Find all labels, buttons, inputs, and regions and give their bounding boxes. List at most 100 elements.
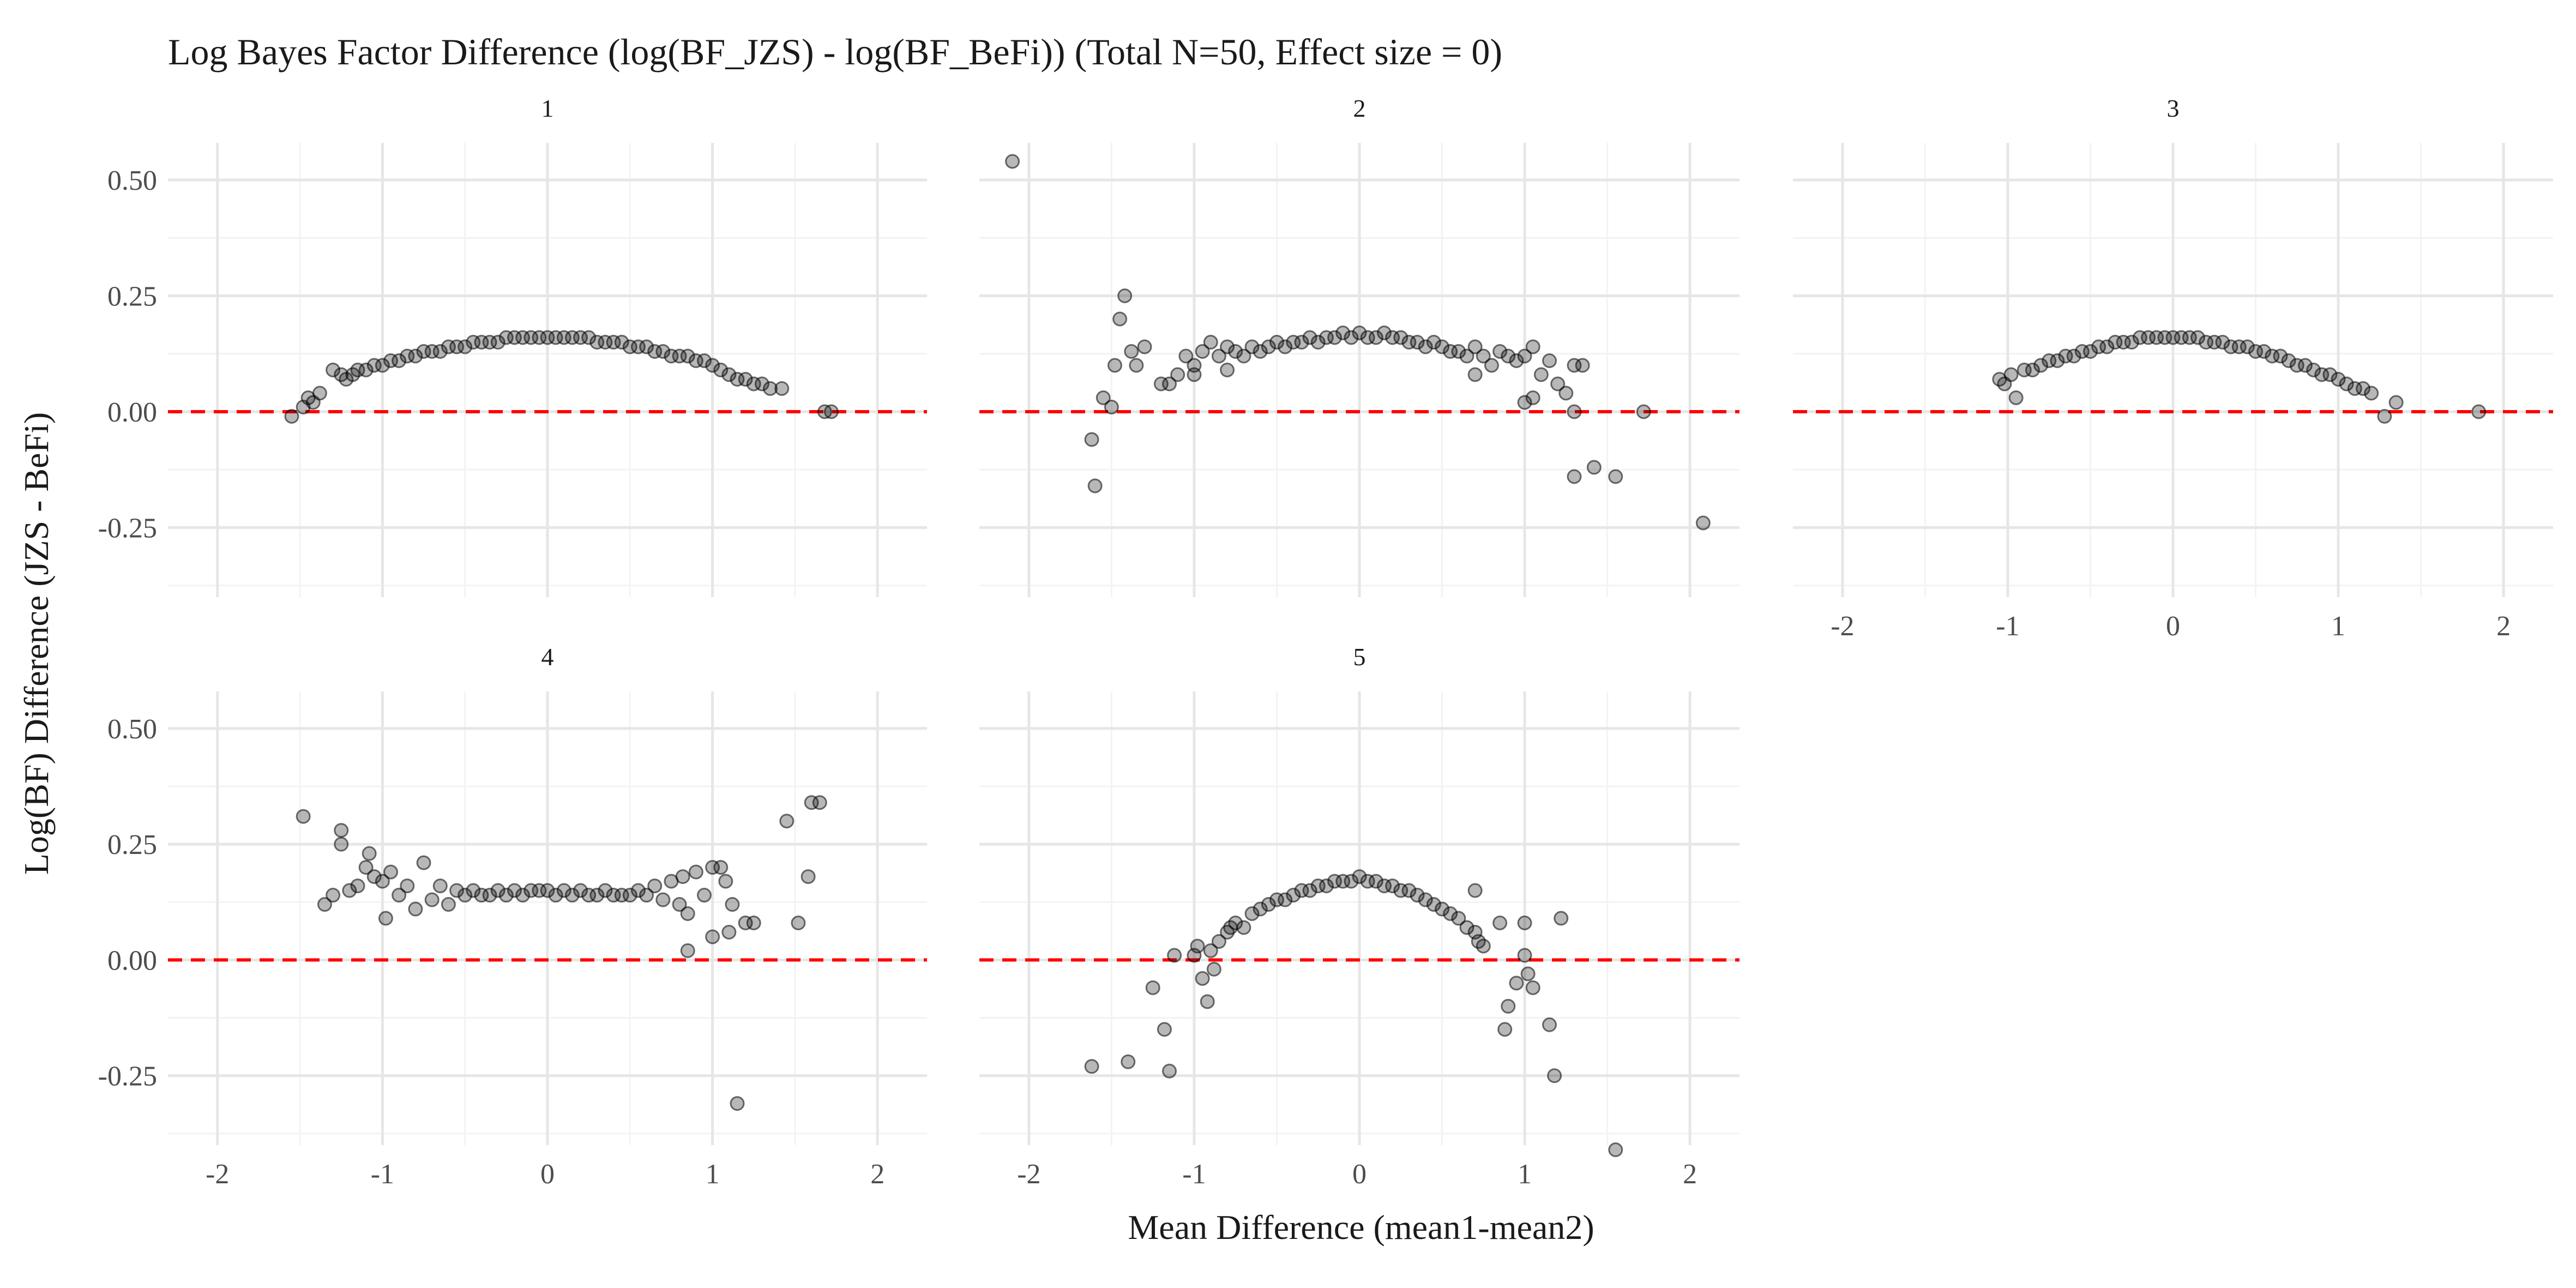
data-point bbox=[424, 892, 440, 907]
data-point bbox=[312, 386, 327, 401]
data-point bbox=[1558, 386, 1574, 401]
x-tick-label: -1 bbox=[1996, 611, 2019, 642]
x-tick-label: 2 bbox=[870, 1159, 884, 1190]
data-point bbox=[375, 358, 390, 373]
data-point bbox=[1517, 948, 1532, 963]
data-point bbox=[432, 344, 448, 359]
data-point bbox=[1352, 869, 1367, 884]
data-point bbox=[639, 888, 654, 903]
data-point bbox=[1376, 326, 1392, 340]
facet-label: 5 bbox=[1353, 643, 1366, 671]
data-point bbox=[1162, 376, 1177, 392]
data-point bbox=[2083, 344, 2098, 359]
y-tick-label: -0.25 bbox=[98, 1061, 157, 1092]
x-tick-label: 0 bbox=[540, 1159, 555, 1190]
data-point bbox=[581, 330, 597, 345]
data-point bbox=[1121, 1054, 1136, 1069]
data-point bbox=[2306, 363, 2321, 377]
data-point bbox=[1509, 353, 1524, 368]
data-point bbox=[1157, 1022, 1172, 1037]
data-point bbox=[1203, 943, 1218, 958]
data-point bbox=[458, 339, 473, 354]
data-point bbox=[1435, 901, 1450, 917]
data-point bbox=[1418, 339, 1433, 354]
data-point bbox=[1636, 404, 1651, 419]
data-point bbox=[1575, 358, 1590, 373]
data-point bbox=[680, 348, 695, 364]
data-point bbox=[482, 888, 497, 903]
facet-label: 2 bbox=[1353, 94, 1366, 122]
panel-4: 4 0.50 0.25 0.00 -0.25 -2 -1 0 1 2 bbox=[98, 643, 927, 1190]
data-point bbox=[1517, 915, 1532, 930]
panel-5: 5 -2 -1 0 1 2 bbox=[979, 643, 1740, 1190]
data-point bbox=[507, 883, 522, 898]
data-point bbox=[326, 363, 341, 377]
panels-layer: 1 0.50 0.25 0.00 -0.25 2 3 -2 -1 0 1 2 4 0.50 0.25 0.00… bbox=[98, 94, 2553, 1190]
data-point bbox=[1084, 1059, 1099, 1074]
data-point bbox=[383, 864, 399, 880]
data-point bbox=[1497, 1022, 1513, 1037]
data-point bbox=[1195, 344, 1210, 359]
data-point bbox=[713, 860, 729, 875]
data-point bbox=[1220, 363, 1235, 377]
data-point bbox=[1178, 348, 1194, 364]
data-point bbox=[1368, 874, 1383, 889]
data-point bbox=[1236, 920, 1251, 935]
data-point bbox=[655, 344, 671, 359]
data-point bbox=[2050, 353, 2065, 368]
data-point bbox=[680, 943, 695, 958]
data-point bbox=[1554, 911, 1569, 926]
data-point bbox=[763, 381, 778, 396]
data-point bbox=[1005, 154, 1020, 169]
data-point bbox=[1253, 344, 1268, 359]
data-point bbox=[1451, 911, 1466, 926]
data-point bbox=[1459, 348, 1474, 364]
data-point bbox=[801, 869, 816, 884]
data-point bbox=[812, 795, 827, 810]
data-point bbox=[1211, 934, 1226, 949]
data-point bbox=[1476, 938, 1491, 954]
data-point bbox=[1344, 330, 1359, 345]
data-point bbox=[721, 924, 737, 940]
data-point bbox=[334, 823, 349, 838]
data-point bbox=[779, 814, 795, 829]
data-point bbox=[358, 363, 374, 377]
data-point bbox=[1087, 478, 1103, 493]
data-point bbox=[362, 846, 377, 861]
data-point bbox=[441, 897, 456, 912]
data-point bbox=[774, 381, 790, 396]
data-point bbox=[1586, 460, 1602, 475]
data-point bbox=[1418, 892, 1433, 907]
data-point bbox=[823, 404, 839, 419]
data-point bbox=[1533, 367, 1549, 382]
panel-3: 3 -2 -1 0 1 2 bbox=[1793, 94, 2553, 642]
x-tick-label: 0 bbox=[1352, 1159, 1367, 1190]
data-point bbox=[466, 883, 481, 898]
data-point bbox=[1525, 390, 1540, 405]
data-point bbox=[1467, 883, 1483, 898]
data-point bbox=[2025, 363, 2040, 377]
data-point bbox=[1517, 395, 1532, 410]
data-point bbox=[2297, 358, 2313, 373]
data-point bbox=[1167, 948, 1182, 963]
data-point bbox=[1476, 348, 1491, 364]
data-point bbox=[490, 335, 505, 350]
data-point bbox=[1327, 330, 1343, 345]
data-point bbox=[2190, 330, 2205, 345]
data-point bbox=[1608, 469, 1623, 484]
data-point bbox=[2471, 404, 2487, 419]
data-point bbox=[317, 897, 332, 912]
data-point bbox=[1170, 367, 1185, 382]
panel-2: 2 bbox=[979, 94, 1740, 597]
facet-label: 3 bbox=[2167, 94, 2180, 122]
data-point bbox=[1385, 878, 1400, 894]
data-point bbox=[326, 888, 341, 903]
x-tick-label: 1 bbox=[1518, 1159, 1532, 1190]
data-point bbox=[2215, 335, 2230, 350]
data-point bbox=[1547, 1068, 1562, 1084]
data-point bbox=[639, 339, 654, 354]
data-point bbox=[392, 353, 407, 368]
x-tick-label: -2 bbox=[1017, 1159, 1040, 1190]
y-tick-label: 0.00 bbox=[107, 945, 157, 976]
data-point bbox=[366, 869, 382, 884]
